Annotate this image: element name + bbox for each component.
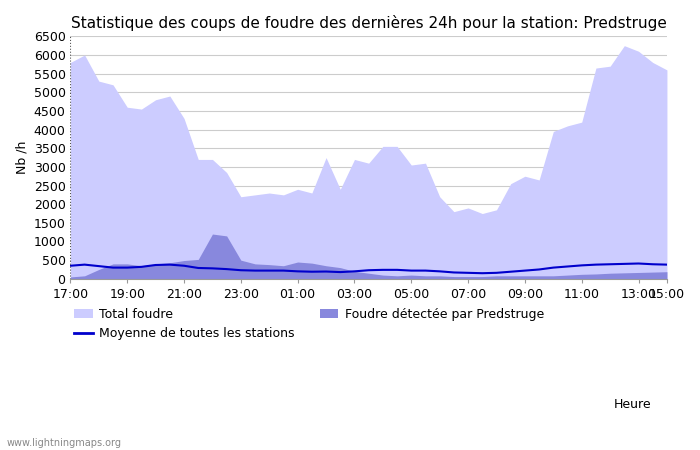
Title: Statistique des coups de foudre des dernières 24h pour la station: Predstruge: Statistique des coups de foudre des dern… (71, 15, 666, 31)
Y-axis label: Nb /h: Nb /h (15, 141, 28, 174)
Text: www.lightningmaps.org: www.lightningmaps.org (7, 438, 122, 448)
Text: Heure: Heure (613, 398, 651, 411)
Legend: Total foudre, Moyenne de toutes les stations, Foudre détectée par Predstruge: Total foudre, Moyenne de toutes les stat… (69, 303, 549, 345)
